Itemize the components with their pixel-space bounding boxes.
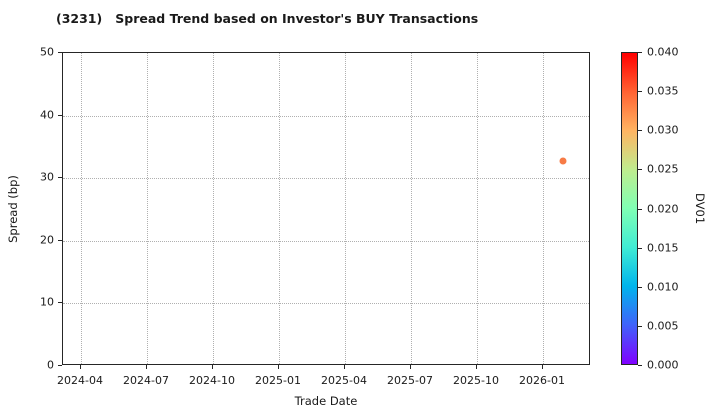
x-tick-label: 2024-10 [189, 374, 235, 387]
x-tick-label: 2024-04 [57, 374, 103, 387]
colorbar-tick-label: 0.035 [647, 84, 679, 98]
y-tick-mark [58, 177, 62, 179]
y-tick-mark [58, 114, 62, 116]
colorbar-tick-mark [638, 247, 642, 249]
plot-area [62, 52, 590, 365]
x-tick-label: 2024-07 [123, 374, 169, 387]
grid-line-vertical [81, 53, 82, 364]
y-axis-label-box: Spread (bp) [0, 52, 26, 365]
x-tick-mark [212, 365, 213, 369]
x-tick-mark [542, 365, 543, 369]
colorbar-label: DV01 [693, 192, 707, 225]
x-tick-mark [146, 365, 147, 369]
colorbar-tick-label: 0.005 [647, 319, 679, 333]
colorbar-tick-label: 0.040 [647, 45, 679, 59]
grid-line-horizontal [63, 303, 589, 305]
colorbar-tick-mark [638, 169, 642, 171]
x-tick-mark [344, 365, 345, 369]
colorbar [621, 52, 638, 365]
colorbar-tick-mark [638, 91, 642, 93]
x-tick-mark [410, 365, 411, 369]
chart-title: (3231) Spread Trend based on Investor's … [56, 11, 479, 26]
colorbar-tick-mark [638, 130, 642, 132]
y-tick-label: 30 [40, 170, 54, 184]
scatter-point [559, 157, 567, 165]
x-tick-mark [278, 365, 279, 369]
x-tick-label: 2025-01 [255, 374, 301, 387]
grid-line-vertical [345, 53, 346, 364]
colorbar-tick-label: 0.020 [647, 202, 679, 215]
y-tick-mark [58, 52, 62, 53]
y-tick-label: 20 [40, 233, 54, 247]
colorbar-tick-mark [638, 208, 642, 210]
x-tick-label: 2025-10 [453, 374, 499, 387]
x-tick-mark [476, 365, 477, 369]
colorbar-tick-label: 0.010 [647, 280, 679, 294]
grid-line-vertical [213, 53, 214, 364]
grid-line-horizontal [63, 240, 589, 242]
y-tick-mark [58, 239, 62, 241]
x-tick-label: 2025-07 [387, 374, 433, 387]
colorbar-tick-mark [638, 365, 642, 366]
colorbar-tick-label: 0.015 [647, 241, 679, 255]
y-tick-mark [58, 302, 62, 304]
colorbar-tick-label: 0.030 [647, 123, 679, 137]
colorbar-tick-mark [638, 325, 642, 327]
y-tick-label: 0 [47, 358, 54, 372]
y-tick-label: 10 [40, 295, 54, 309]
colorbar-tick-mark [638, 52, 642, 53]
grid-line-vertical [543, 53, 544, 364]
x-tick-label: 2025-04 [321, 374, 367, 387]
x-axis-label: Trade Date [294, 394, 358, 408]
grid-line-vertical [477, 53, 478, 364]
y-tick-label: 50 [40, 45, 54, 59]
grid-line-horizontal [63, 115, 589, 117]
colorbar-label-box: DV01 [691, 52, 709, 365]
grid-line-horizontal [63, 178, 589, 180]
colorbar-tick-label: 0.000 [647, 358, 679, 372]
grid-line-vertical [411, 53, 412, 364]
colorbar-tick-mark [638, 286, 642, 288]
colorbar-tick-label: 0.025 [647, 162, 679, 176]
y-tick-mark [58, 365, 62, 366]
y-axis-label: Spread (bp) [6, 174, 21, 243]
y-tick-label: 40 [40, 108, 54, 122]
grid-line-vertical [147, 53, 148, 364]
x-tick-mark [80, 365, 81, 369]
grid-line-vertical [279, 53, 280, 364]
x-tick-label: 2026-01 [519, 374, 565, 387]
